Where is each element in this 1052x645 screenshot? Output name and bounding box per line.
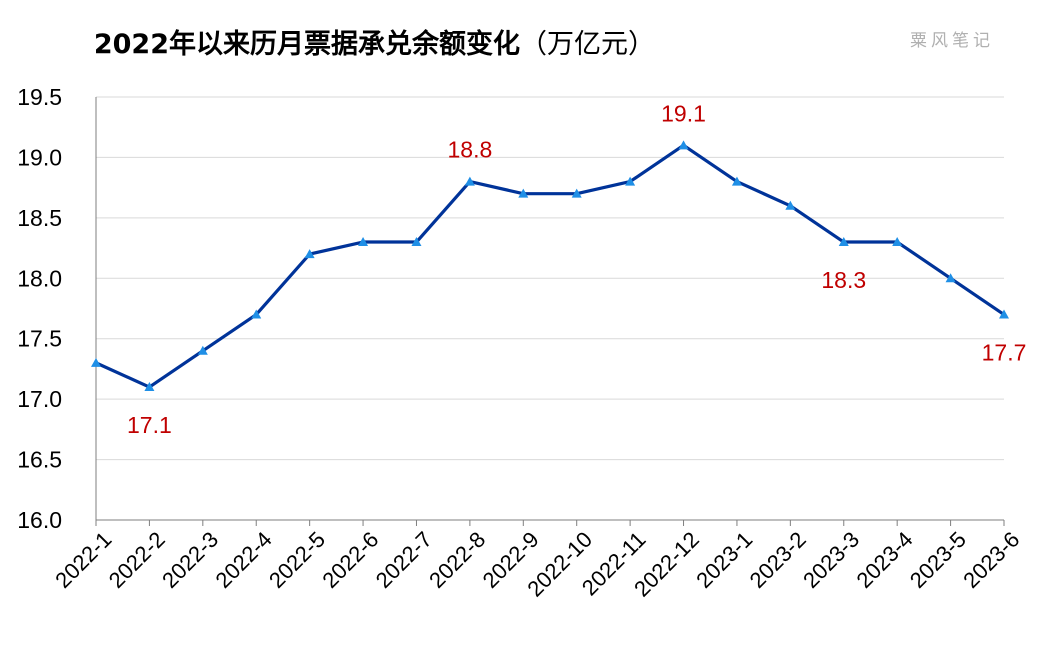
y-tick-label: 16.0	[17, 507, 62, 533]
x-tick-label: 2022-2	[104, 527, 170, 593]
x-tick-label: 2022-6	[317, 527, 383, 593]
y-tick-label: 18.5	[17, 205, 62, 231]
series-polyline	[95, 143, 1005, 389]
x-tick-label: 2022-3	[157, 527, 223, 593]
data-point-marker	[411, 237, 422, 247]
x-tick-label: 2022-4	[211, 527, 277, 593]
chart-title: 2022年以来历月票据承兑余额变化	[94, 28, 520, 60]
series-markers	[91, 140, 1009, 392]
x-tick-label: 2022-7	[371, 527, 437, 593]
data-point-marker	[144, 382, 155, 392]
data-point-marker	[838, 237, 849, 247]
data-label: 18.8	[447, 137, 492, 163]
data-point-marker	[91, 357, 101, 367]
data-label: 19.1	[661, 100, 706, 126]
x-tick-label: 2022-5	[264, 527, 330, 593]
data-point-marker	[678, 140, 689, 150]
y-axis-ticks: 16.0 16.5 17.0 17.5 18.0 18.5 19.0 19.5	[17, 84, 62, 533]
x-tick-label: 2022-1	[50, 527, 116, 593]
x-axis-ticks: 2022-12022-22022-32022-42022-52022-62022…	[50, 527, 1024, 602]
chart-title-unit: （万亿元）	[520, 29, 655, 60]
data-point-marker	[945, 273, 956, 283]
y-tick-label: 19.0	[17, 144, 62, 170]
y-tick-label: 19.5	[17, 84, 62, 110]
data-point-marker	[785, 200, 796, 210]
data-labels: 17.1 18.8 19.1 18.3 17.7	[127, 100, 1026, 438]
data-point-marker	[999, 309, 1009, 319]
data-point-marker	[197, 345, 208, 355]
x-tick-label: 2022-8	[424, 527, 490, 593]
data-label: 18.3	[821, 267, 866, 293]
data-point-marker	[571, 188, 582, 198]
data-label: 17.1	[127, 412, 172, 438]
y-tick-label: 17.5	[17, 326, 62, 352]
y-tick-label: 17.0	[17, 386, 62, 412]
x-tick-label: 2023-4	[851, 527, 917, 593]
axes	[95, 97, 1005, 526]
data-point-marker	[304, 249, 315, 259]
data-point-marker	[251, 309, 262, 319]
data-label: 17.7	[982, 340, 1027, 366]
x-tick-label: 2023-6	[958, 527, 1024, 593]
x-tick-label: 2023-1	[691, 527, 757, 593]
y-tick-label: 18.0	[17, 265, 62, 291]
x-tick-label: 2023-5	[905, 527, 971, 593]
data-point-marker	[464, 176, 475, 186]
x-tick-label: 2023-3	[798, 527, 864, 593]
series-line	[95, 143, 1005, 389]
data-point-marker	[892, 237, 903, 247]
data-point-marker	[358, 237, 369, 247]
watermark: 粟风笔记	[910, 31, 994, 51]
data-point-marker	[518, 188, 529, 198]
x-tick-label: 2023-2	[745, 527, 811, 593]
y-tick-label: 16.5	[17, 447, 62, 473]
data-point-marker	[625, 176, 636, 186]
data-point-marker	[731, 176, 742, 186]
gridlines	[96, 96, 1004, 461]
